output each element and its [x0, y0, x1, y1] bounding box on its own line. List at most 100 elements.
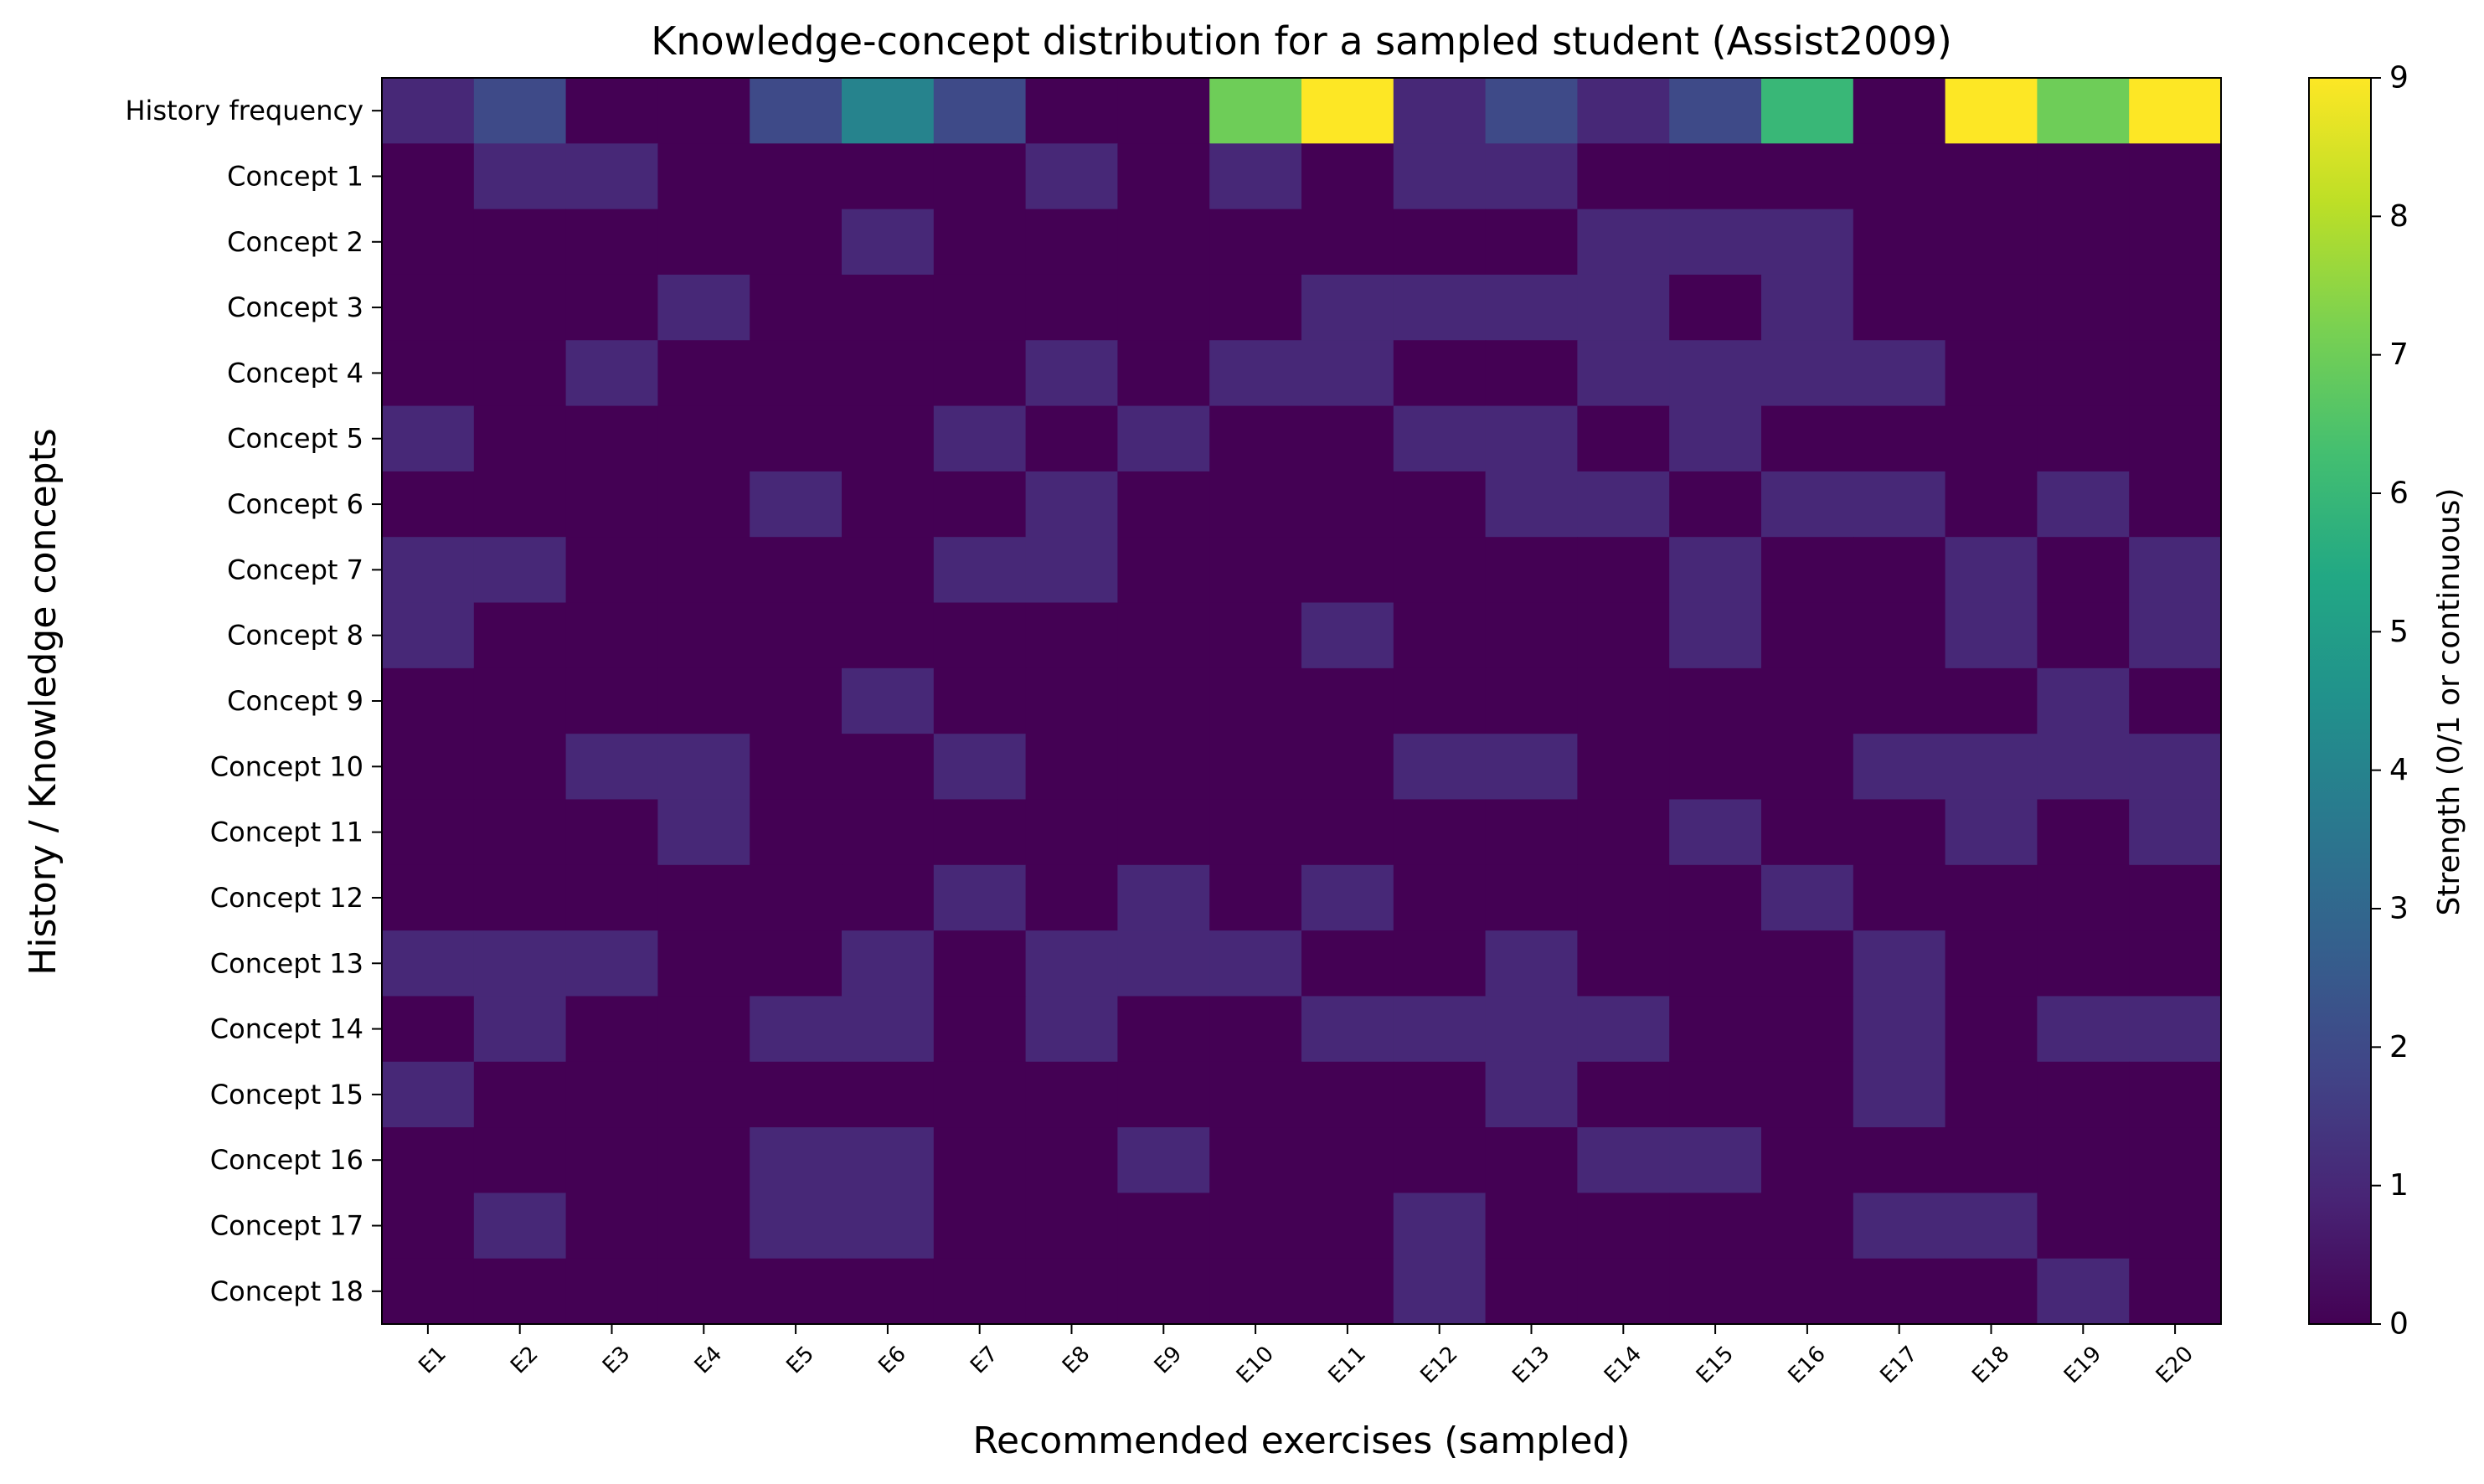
- heatmap-cell: [1853, 602, 1946, 669]
- colorbar-gradient: [2308, 77, 2372, 1325]
- heatmap-cell: [565, 1061, 658, 1128]
- heatmap-cell: [1209, 143, 1302, 210]
- heatmap-cell: [2129, 471, 2222, 538]
- heatmap-cell: [1761, 734, 1854, 801]
- heatmap-cell: [1117, 209, 1210, 276]
- heatmap-cell: [382, 734, 475, 801]
- heatmap-cell: [1117, 1127, 1210, 1193]
- heatmap-cell: [565, 864, 658, 931]
- heatmap-cell: [933, 1258, 1027, 1325]
- heatmap-cell: [1669, 799, 1762, 866]
- heatmap-cell: [1669, 996, 1762, 1063]
- heatmap-cell: [657, 405, 750, 472]
- heatmap-cell: [1853, 274, 1946, 341]
- heatmap-cell: [1301, 78, 1394, 144]
- y-tick-label: Concept 13: [210, 947, 363, 979]
- heatmap-cell: [1945, 78, 2038, 144]
- heatmap-cell: [750, 734, 843, 801]
- heatmap-cell: [1761, 930, 1854, 997]
- heatmap-cell: [1025, 471, 1118, 538]
- heatmap-cell: [1393, 996, 1487, 1063]
- heatmap-cell: [1393, 734, 1487, 801]
- heatmap-cell: [1853, 537, 1946, 604]
- heatmap-cell: [1117, 471, 1210, 538]
- heatmap-cell: [933, 471, 1027, 538]
- heatmap-cell: [1577, 667, 1670, 734]
- heatmap-cell: [1117, 340, 1210, 407]
- heatmap-cell: [1853, 209, 1946, 276]
- heatmap-cell: [382, 1193, 475, 1260]
- heatmap-cell: [1761, 602, 1854, 669]
- heatmap-cell: [565, 143, 658, 210]
- heatmap-cell: [382, 340, 475, 407]
- heatmap-cell: [1393, 340, 1487, 407]
- x-tick-label: E10: [1232, 1342, 1279, 1389]
- heatmap-cell: [382, 996, 475, 1063]
- heatmap-cell: [1209, 667, 1302, 734]
- heatmap-cell: [2037, 471, 2130, 538]
- y-tick-label: History frequency: [125, 95, 363, 126]
- heatmap-cell: [2129, 930, 2222, 997]
- heatmap-cell: [2129, 1193, 2222, 1260]
- y-tick-label: Concept 14: [210, 1013, 363, 1045]
- heatmap-cell: [2037, 209, 2130, 276]
- heatmap-cell: [657, 1193, 750, 1260]
- heatmap-cell: [2037, 1193, 2130, 1260]
- heatmap-cell: [1025, 1193, 1118, 1260]
- heatmap-cell: [933, 996, 1027, 1063]
- heatmap-cell: [1485, 667, 1578, 734]
- heatmap-cell: [1577, 734, 1670, 801]
- heatmap-cell: [1209, 1127, 1302, 1193]
- heatmap-cell: [2037, 1258, 2130, 1325]
- heatmap-cell: [565, 405, 658, 472]
- heatmap-cell: [565, 537, 658, 604]
- y-tick-label: Concept 5: [227, 423, 363, 455]
- heatmap-cell: [382, 1061, 475, 1128]
- heatmap-cell: [842, 274, 935, 341]
- heatmap-cell: [842, 405, 935, 472]
- heatmap-cell: [1853, 1061, 1946, 1128]
- heatmap-cell: [473, 602, 567, 669]
- heatmap-cell: [2129, 734, 2222, 801]
- heatmap-cell: [382, 667, 475, 734]
- heatmap-cell: [750, 340, 843, 407]
- heatmap-cell: [1485, 864, 1578, 931]
- heatmap-cell: [1669, 471, 1762, 538]
- y-tick-label: Concept 3: [227, 291, 363, 323]
- y-tick-label: Concept 1: [227, 160, 363, 192]
- heatmap-cell: [1393, 537, 1487, 604]
- heatmap-cell: [1485, 930, 1578, 997]
- heatmap-cell: [1117, 274, 1210, 341]
- heatmap-cell: [933, 537, 1027, 604]
- heatmap-cell: [1301, 537, 1394, 604]
- heatmap-cell: [2037, 602, 2130, 669]
- heatmap-cell: [382, 471, 475, 538]
- y-tick-label: Concept 7: [227, 554, 363, 585]
- y-tick-label: Concept 2: [227, 226, 363, 258]
- heatmap-cell: [1117, 799, 1210, 866]
- heatmap-cell: [1209, 1258, 1302, 1325]
- x-tick-label: E3: [598, 1342, 636, 1379]
- heatmap-cell: [842, 667, 935, 734]
- x-axis-label: Recommended exercises (sampled): [972, 1420, 1630, 1462]
- heatmap-cell: [1761, 1193, 1854, 1260]
- heatmap-cell: [1025, 734, 1118, 801]
- heatmap-cell: [1577, 78, 1670, 144]
- heatmap-cell: [1117, 930, 1210, 997]
- heatmap-cell: [473, 1061, 567, 1128]
- heatmap-cell: [1761, 1258, 1854, 1325]
- heatmap-cell: [1945, 799, 2038, 866]
- heatmap-cell: [1761, 143, 1854, 210]
- heatmap-cell: [2129, 864, 2222, 931]
- x-tick-label: E18: [1967, 1342, 2014, 1389]
- heatmap-cell: [1301, 602, 1394, 669]
- colorbar-tick-label: 2: [2389, 1030, 2409, 1064]
- heatmap-cell: [1669, 734, 1762, 801]
- heatmap-cell: [473, 799, 567, 866]
- heatmap-cell: [657, 537, 750, 604]
- heatmap-cell: [382, 143, 475, 210]
- heatmap-cell: [1209, 340, 1302, 407]
- y-tick-label: Concept 8: [227, 620, 363, 652]
- heatmap-cell: [1025, 602, 1118, 669]
- heatmap-cell: [473, 734, 567, 801]
